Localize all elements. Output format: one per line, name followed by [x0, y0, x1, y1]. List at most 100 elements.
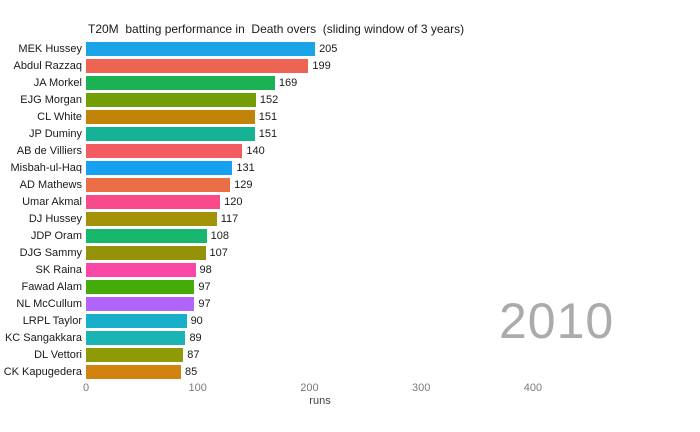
category-label: JDP Oram [30, 229, 82, 242]
category-label: Misbah-ul-Haq [10, 161, 82, 174]
bar-row: CK Kapugedera 85 [0, 363, 700, 380]
bar-track: 97 [86, 296, 600, 311]
bar-row: DJG Sammy 107 [0, 244, 700, 261]
value-label: 87 [187, 348, 200, 361]
bar-row: MEK Hussey 205 [0, 40, 700, 57]
bar [86, 143, 243, 158]
value-label: 89 [189, 331, 202, 344]
bar [86, 364, 181, 379]
bar-track: 85 [86, 364, 600, 379]
x-tick-label: 0 [82, 382, 90, 394]
category-label: Umar Akmal [22, 195, 82, 208]
x-tick-label: 100 [188, 382, 207, 394]
value-label: 152 [259, 93, 279, 106]
bar-track: 199 [86, 58, 600, 73]
bar-track: 107 [86, 245, 600, 260]
bar [86, 279, 195, 294]
category-label: CL White [37, 110, 82, 123]
value-label: 108 [210, 229, 230, 242]
category-label: KC Sangakkara [4, 331, 82, 344]
bar-track: 169 [86, 75, 600, 90]
bar [86, 245, 206, 260]
bar-track: 120 [86, 194, 600, 209]
bar-row: DL Vettori 87 [0, 346, 700, 363]
bar [86, 109, 255, 124]
bar [86, 262, 196, 277]
year-watermark: 2010 [499, 293, 615, 349]
category-label: MEK Hussey [18, 42, 82, 55]
bar [86, 228, 207, 243]
plot-area: MEK Hussey 205 Abdul Razzaq 199 JA Morkel 169… [0, 40, 700, 380]
value-label: 205 [319, 42, 338, 55]
value-label: 151 [258, 127, 278, 140]
bar-row: JDP Oram 108 [0, 227, 700, 244]
bar-track: 98 [86, 262, 600, 277]
bar-row: LRPL Taylor 90 [0, 312, 700, 329]
bar-track: 87 [86, 347, 600, 362]
bar-track: 152 [86, 92, 600, 107]
value-label: 131 [236, 161, 255, 174]
value-label: 97 [198, 297, 211, 310]
bar-track: 129 [86, 177, 600, 192]
x-tick-label: 200 [300, 382, 319, 394]
category-label: SK Raina [35, 263, 82, 276]
bar-row: Fawad Alam 97 [0, 278, 700, 295]
bar-row: CL White 151 [0, 108, 700, 125]
bar-row: SK Raina 98 [0, 261, 700, 278]
bar-track: 89 [86, 330, 600, 345]
category-label: Fawad Alam [21, 280, 82, 293]
category-label: NL McCullum [16, 297, 82, 310]
bar [86, 296, 195, 311]
bar-track: 131 [86, 160, 600, 175]
bar-row: EJG Morgan 152 [0, 91, 700, 108]
category-label: DJG Sammy [19, 246, 82, 259]
bar [86, 58, 309, 73]
bar [86, 194, 221, 209]
bar-row: AD Mathews 129 [0, 176, 700, 193]
bar [86, 177, 231, 192]
bar [86, 160, 233, 175]
category-label: JP Duminy [29, 127, 82, 140]
bar-row: NL McCullum 97 [0, 295, 700, 312]
value-label: 97 [198, 280, 211, 293]
chart-title: T20M batting performance in Death overs … [88, 22, 465, 36]
bar-row: JA Morkel 169 [0, 74, 700, 91]
bar [86, 347, 184, 362]
bar [86, 313, 187, 328]
category-label: DL Vettori [34, 348, 82, 361]
bar-track: 117 [86, 211, 600, 226]
category-label: AD Mathews [19, 178, 82, 191]
x-axis: 0 100 200 300 400 [0, 382, 700, 396]
bar-track: 140 [86, 143, 600, 158]
bar-row: JP Duminy 151 [0, 125, 700, 142]
value-label: 129 [234, 178, 253, 191]
category-label: LRPL Taylor [22, 314, 82, 327]
category-label: AB de Villiers [16, 144, 82, 157]
bar-row: KC Sangakkara 89 [0, 329, 700, 346]
category-label: JA Morkel [33, 76, 82, 89]
x-tick-label: 300 [412, 382, 431, 394]
value-label: 90 [190, 314, 203, 327]
category-label: Abdul Razzaq [13, 59, 83, 72]
value-label: 151 [258, 110, 278, 123]
bar-track: 151 [86, 126, 600, 141]
bar-track: 90 [86, 313, 600, 328]
bar-track: 205 [86, 41, 600, 56]
bar [86, 126, 255, 141]
value-label: 85 [184, 365, 198, 378]
bar-row: AB de Villiers 140 [0, 142, 700, 159]
value-label: 117 [220, 212, 239, 225]
bar-row: DJ Hussey 117 [0, 210, 700, 227]
bar-row: Umar Akmal 120 [0, 193, 700, 210]
bar-row: Misbah-ul-Haq 131 [0, 159, 700, 176]
value-label: 120 [224, 195, 243, 208]
bar [86, 75, 275, 90]
bar-track: 151 [86, 109, 600, 124]
bar-track: 97 [86, 279, 600, 294]
x-axis-label: runs [309, 395, 331, 407]
value-label: 169 [278, 76, 298, 89]
category-label: EJG Morgan [20, 93, 82, 106]
category-label: CK Kapugedera [3, 365, 82, 378]
bar [86, 41, 316, 56]
